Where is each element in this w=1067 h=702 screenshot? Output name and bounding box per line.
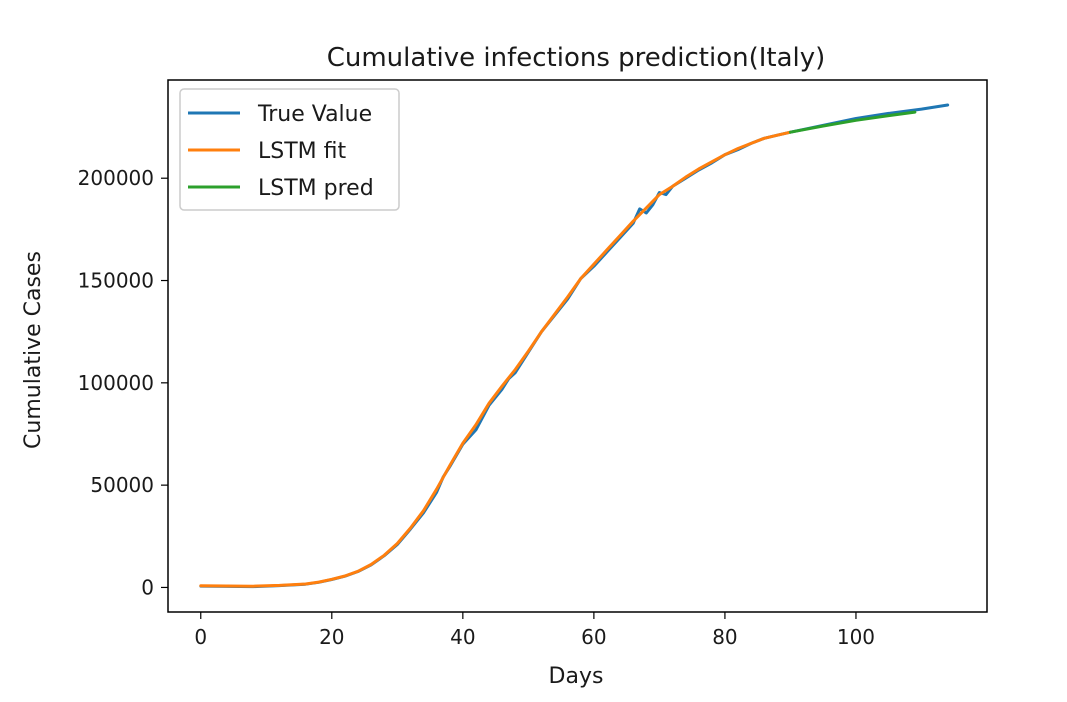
y-tick-label: 100000 [78,371,154,395]
y-tick-label: 200000 [78,166,154,190]
legend: True Value LSTM fit LSTM pred [179,88,400,211]
series-line-lstm-fit [199,130,792,588]
legend-label-lstm-pred: LSTM pred [258,176,374,201]
x-tick-label: 60 [581,625,606,649]
plot-frame [167,79,988,613]
x-axis-label: Days [549,664,604,689]
x-tick-label: 0 [194,625,207,649]
y-axis-label: Cumulative Cases [21,251,46,449]
y-tick-label: 50000 [90,473,154,497]
x-tick-label: 20 [319,625,344,649]
x-tick-label: 80 [712,625,737,649]
axes: 0 20 40 60 80 100 0 50000 100000 150000 200000 [78,166,875,649]
plot-data [199,103,950,589]
legend-label-true-value: True Value [257,102,372,127]
legend-box [179,88,400,211]
y-tick-label: 0 [141,575,154,599]
legend-label-lstm-fit: LSTM fit [258,139,346,164]
series-line-lstm-pred [788,110,917,134]
y-tick-label: 150000 [78,269,154,293]
chart-title: Cumulative infections prediction(Italy) [327,43,826,73]
x-tick-label: 100 [837,625,875,649]
x-tick-label: 40 [450,625,475,649]
